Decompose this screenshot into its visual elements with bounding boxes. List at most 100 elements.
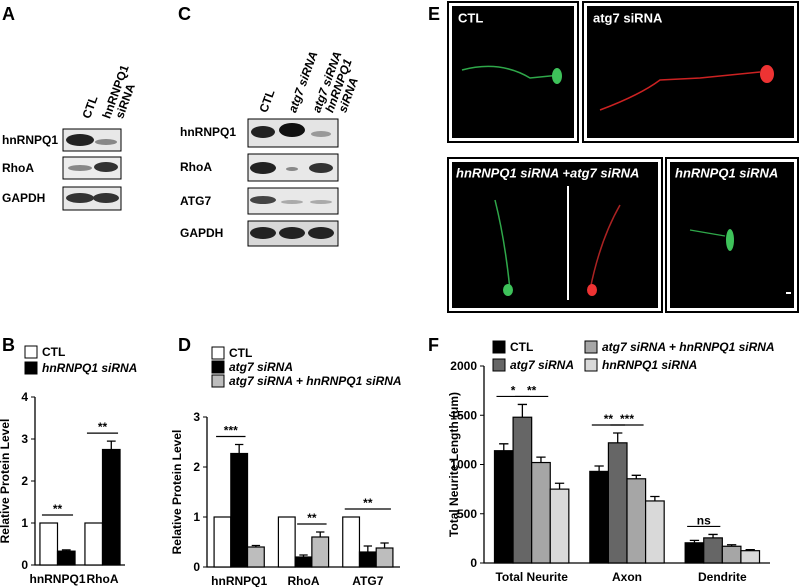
y-tick-label: 2 — [193, 460, 200, 474]
error-bar — [708, 533, 718, 538]
legend-swatch — [211, 374, 225, 388]
y-tick-label: 2 — [21, 474, 28, 488]
y-axis-label: Relative Protein Level — [0, 419, 12, 544]
bar — [56, 550, 76, 566]
bar — [294, 556, 313, 568]
image-label: CTL — [458, 11, 483, 26]
bar — [549, 488, 570, 564]
y-tick-label: 0 — [21, 558, 28, 572]
bar — [512, 416, 533, 564]
legend-label: CTL — [42, 345, 65, 359]
bar — [358, 551, 377, 568]
bar — [375, 547, 394, 568]
x-tick-label: hnRNPQ1 — [29, 572, 85, 586]
legend-swatch — [24, 361, 38, 375]
panel-letter: B — [2, 335, 15, 355]
legend-swatch — [492, 358, 506, 372]
blot-a — [62, 128, 122, 211]
significance-label: ** — [307, 511, 317, 525]
legend-label: CTL — [229, 346, 252, 360]
y-tick-label: 4 — [21, 390, 28, 404]
error-bar — [316, 531, 325, 537]
significance-label: *** — [224, 424, 238, 438]
significance-label: ** — [53, 502, 63, 516]
bar — [740, 550, 761, 564]
legend-label: atg7 siRNA — [510, 358, 574, 372]
bar — [493, 450, 514, 564]
error-bar — [517, 403, 528, 418]
legend-swatch — [24, 345, 38, 359]
y-tick-label: 3 — [21, 432, 28, 446]
error-bar — [650, 495, 660, 501]
error-bar — [499, 443, 509, 451]
error-bar — [689, 539, 700, 543]
significance-label: ** — [527, 383, 537, 397]
legend-label: atg7 siRNA — [229, 360, 293, 374]
y-tick-label: 0 — [193, 560, 200, 574]
error-bar — [594, 465, 604, 472]
significance-label: ** — [604, 412, 614, 426]
error-bar — [251, 544, 261, 547]
legend-label: hnRNPQ1 siRNA — [602, 358, 697, 372]
blot-row-label: GAPDH — [2, 191, 45, 205]
legend-swatch — [211, 360, 225, 374]
lane-label: CTL — [79, 94, 100, 121]
bar — [246, 546, 265, 568]
x-tick-label: Axon — [612, 570, 642, 584]
error-bar — [363, 545, 373, 552]
bar — [589, 470, 610, 564]
error-bar — [299, 554, 308, 557]
significance-label: *** — [620, 412, 634, 426]
bar — [213, 516, 232, 568]
bar — [684, 542, 705, 564]
error-bar — [536, 456, 546, 463]
panel-letter: D — [178, 335, 191, 355]
bar — [311, 536, 330, 568]
y-tick-label: 1 — [21, 516, 28, 530]
legend-swatch — [492, 340, 506, 354]
blot-c — [247, 118, 339, 247]
y-axis-label: Relative Protein Level — [170, 430, 184, 555]
bar — [101, 448, 121, 566]
panel-letter: A — [2, 4, 15, 24]
y-tick-label: 1000 — [450, 458, 477, 472]
panel-letter: E — [428, 4, 440, 24]
error-bar — [380, 542, 389, 548]
panel-letter: F — [428, 335, 439, 355]
error-bar — [106, 440, 116, 450]
bar — [39, 522, 59, 566]
bar — [644, 500, 665, 564]
error-bar — [631, 474, 641, 479]
error-bar — [613, 432, 623, 443]
x-tick-label: Total Neurite — [495, 570, 568, 584]
y-tick-label: 1 — [193, 510, 200, 524]
bar — [84, 522, 104, 566]
micrographs — [447, 1, 799, 313]
x-tick-label: RhoA — [87, 572, 119, 586]
panel-letter: C — [178, 4, 191, 24]
bar — [230, 452, 249, 568]
image-label: hnRNPQ1 siRNA +atg7 siRNA — [456, 166, 639, 181]
image-label: atg7 siRNA — [593, 11, 663, 26]
error-bar — [554, 482, 565, 490]
bar — [607, 442, 628, 564]
legend-swatch — [584, 358, 598, 372]
bar — [703, 537, 723, 564]
y-tick-label: 500 — [457, 507, 477, 521]
error-bar — [745, 549, 755, 551]
blot-row-label: RhoA — [180, 160, 212, 174]
significance-label: ns — [697, 513, 711, 527]
legend-label: hnRNPQ1 siRNA — [42, 361, 137, 375]
y-tick-label: 0 — [470, 556, 477, 570]
blot-row-label: hnRNPQ1 — [2, 133, 58, 147]
image-label: hnRNPQ1 siRNA — [675, 166, 778, 181]
significance-label: * — [511, 383, 516, 397]
legend-swatch — [584, 340, 598, 354]
y-tick-label: 2000 — [450, 359, 477, 373]
significance-label: ** — [363, 496, 373, 510]
blot-row-label: ATG7 — [180, 194, 211, 208]
legend-swatch — [211, 346, 225, 360]
x-tick-label: hnRNPQ1 — [211, 574, 267, 587]
significance-label: ** — [98, 420, 108, 434]
